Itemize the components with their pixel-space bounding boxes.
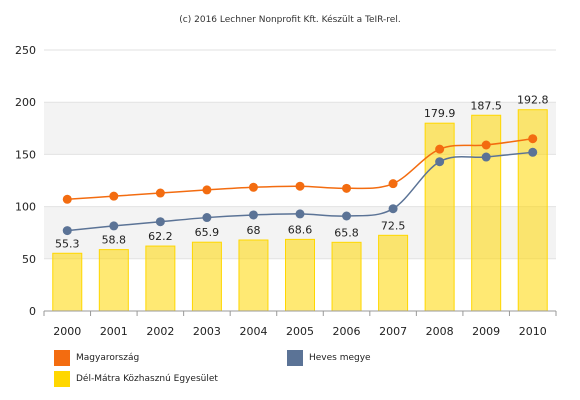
bar (98, 249, 129, 312)
line-point (295, 209, 305, 219)
line-point (295, 181, 305, 191)
bar-data-label: 72.5 (381, 219, 406, 232)
x-tick-label: 2001 (100, 325, 128, 338)
line-point (388, 204, 398, 214)
x-tick-label: 2010 (519, 325, 547, 338)
grid-lines (44, 49, 556, 260)
bar (285, 238, 315, 312)
bar (331, 241, 362, 312)
y-tick-label: 0 (29, 305, 36, 318)
line-point (202, 185, 212, 195)
line-point (528, 147, 538, 157)
bar-data-label: 58.8 (102, 234, 127, 247)
bar (52, 252, 83, 312)
line-point (528, 134, 538, 144)
x-tick-label: 2007 (379, 325, 407, 338)
bar-data-label: 192.8 (517, 94, 549, 107)
bar (238, 239, 269, 312)
x-tick-label: 2002 (146, 325, 174, 338)
legend-label-del-matra: Dél-Mátra Közhasznú Egyesület (76, 374, 218, 384)
bar-series (52, 109, 548, 312)
x-tick-label: 2004 (239, 325, 267, 338)
bar-data-label: 179.9 (424, 107, 456, 120)
legend-label-heves-megye: Heves megye (309, 353, 371, 363)
line-point (435, 144, 445, 154)
line-point (435, 157, 445, 167)
line-points (62, 134, 538, 236)
bar-data-label: 68.6 (288, 223, 313, 236)
line-point (155, 188, 165, 198)
y-axis-ticks: 0 50 100 150 200 250 (15, 44, 36, 318)
y-tick-label: 200 (15, 96, 36, 109)
y-tick-label: 100 (15, 201, 36, 214)
legend-swatch-heves-megye (287, 350, 303, 366)
line-point (62, 194, 72, 204)
x-tick-label: 2000 (53, 325, 81, 338)
chart-credit: (c) 2016 Lechner Nonprofit Kft. Készült … (179, 15, 401, 25)
legend-swatch-del-matra (54, 371, 70, 387)
x-tick-label: 2006 (333, 325, 361, 338)
line-point (248, 210, 258, 220)
y-tick-label: 50 (22, 253, 36, 266)
bar-data-label: 65.8 (334, 226, 359, 239)
y-tick-label: 250 (15, 44, 36, 57)
x-tick-label: 2009 (472, 325, 500, 338)
bar-data-label: 68 (246, 224, 260, 237)
bar (517, 109, 548, 312)
bar-data-label: 65.9 (195, 226, 220, 239)
line-point (342, 183, 352, 193)
line-point (62, 226, 72, 236)
bar-data-label: 55.3 (55, 237, 80, 250)
line-point (388, 179, 398, 189)
y-tick-label: 150 (15, 148, 36, 161)
x-tick-label: 2008 (426, 325, 454, 338)
line-point (481, 152, 491, 162)
x-axis: 2000 2001 2002 2003 2004 2005 2006 2007 2008 2009… (43, 310, 557, 338)
x-tick-label: 2003 (193, 325, 221, 338)
legend-item-magyarorszag[interactable]: Magyarország (54, 350, 139, 366)
legend-item-del-matra[interactable]: Dél-Mátra Közhasznú Egyesület (54, 371, 218, 387)
bar (378, 234, 409, 312)
line-point (342, 211, 352, 221)
line-point (481, 140, 491, 150)
line-point (109, 221, 119, 231)
line-point (109, 191, 119, 201)
bar-data-label: 62.2 (148, 230, 173, 243)
line-point (202, 213, 212, 223)
line-point (155, 217, 165, 227)
line-point (248, 182, 258, 192)
legend-swatch-magyarorszag (54, 350, 70, 366)
bar (191, 241, 222, 312)
bar-data-label: 187.5 (470, 99, 502, 112)
data-labels: 55.3 58.8 62.2 65.9 68 68.6 65.8 72.5 179.9 187.5… (55, 94, 548, 251)
x-tick-label: 2005 (286, 325, 314, 338)
legend-label-magyarorszag: Magyarország (76, 353, 140, 363)
legend-item-heves-megye[interactable]: Heves megye (287, 350, 371, 366)
bar (145, 245, 176, 312)
